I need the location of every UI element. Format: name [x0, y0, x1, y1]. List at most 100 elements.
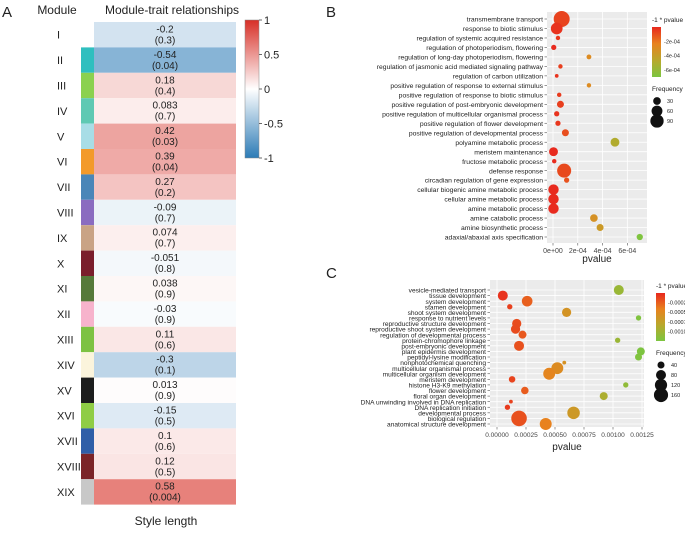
p-value: (0.004)	[149, 493, 181, 504]
module-label: III	[57, 81, 66, 93]
colorbar	[244, 19, 260, 159]
data-point	[636, 347, 645, 356]
p-value: (0.04)	[152, 163, 178, 174]
data-point	[586, 54, 592, 60]
module-label: XVII	[57, 436, 78, 448]
module-column-header: Module	[37, 3, 77, 17]
go-term-label: cellular biogenic amine metabolic proces…	[417, 187, 543, 194]
p-value: (0.5)	[155, 417, 176, 428]
go-term-label: flower development	[429, 388, 486, 395]
go-term-label: adaxial/abaxial axis specification	[445, 235, 543, 242]
module-color-swatch	[81, 250, 94, 276]
module-color-swatch	[81, 199, 94, 226]
p-value: (0.7)	[155, 239, 176, 250]
data-point	[514, 340, 525, 351]
colorbar-tick-label: 0	[264, 84, 270, 96]
data-point	[567, 406, 580, 420]
p-value: (0.8)	[155, 264, 176, 275]
module-label: XVIII	[57, 462, 81, 474]
size-legend-dot	[651, 105, 663, 117]
go-term-label: multicellular organismal process	[392, 366, 487, 373]
size-legend-dot	[653, 97, 661, 105]
data-point	[562, 360, 567, 365]
data-point	[549, 147, 558, 157]
data-point	[550, 22, 563, 35]
correlation-value: 0.58	[155, 482, 175, 493]
go-term-label: positive regulation of multicellular org…	[382, 111, 544, 118]
data-point	[511, 410, 527, 427]
size-legend-title: Frequency	[656, 350, 685, 357]
size-legend-label: 40	[671, 363, 677, 369]
plot-c-background	[490, 280, 644, 427]
heatmap-title: Module-trait relationships	[105, 3, 239, 17]
data-point	[634, 353, 643, 361]
module-label: XIX	[57, 487, 75, 499]
data-point	[539, 418, 552, 430]
size-legend-label: 30	[667, 99, 673, 105]
p-value: (0.6)	[155, 340, 176, 351]
p-value: (0.03)	[152, 137, 178, 148]
x-tick-label: 0.00075	[572, 432, 596, 439]
data-point	[548, 184, 559, 195]
go-term-label: amine metabolic process	[468, 206, 544, 213]
module-color-swatch	[81, 98, 94, 124]
data-point	[596, 224, 604, 232]
heatmap-cell	[94, 453, 236, 480]
module-label: I	[57, 30, 60, 42]
plot-b-background	[547, 12, 647, 243]
heatmap-cell	[94, 174, 236, 200]
module-label: XI	[57, 284, 67, 296]
data-point	[556, 92, 562, 98]
p-value: (0.04)	[152, 61, 178, 72]
size-legend-title: Frequency	[652, 86, 683, 93]
data-point	[543, 367, 556, 380]
data-point	[556, 100, 564, 108]
go-term-label: positive regulation of response to bioti…	[399, 92, 544, 99]
color-legend-tick-label: -0.00050	[668, 310, 685, 316]
go-term-label: fructose metabolic process	[462, 159, 543, 166]
color-legend-tick-label: -4e-04	[664, 54, 680, 60]
size-legend-label: 60	[667, 109, 673, 115]
correlation-value: 0.39	[155, 152, 175, 163]
go-term-label: regulation of carbon utilization	[453, 73, 544, 80]
heatmap-cell	[94, 403, 236, 429]
module-color-swatch	[81, 174, 94, 200]
module-color-swatch	[81, 428, 94, 454]
go-term-label: stamen development	[425, 304, 486, 311]
data-point	[554, 111, 560, 117]
data-point	[623, 382, 629, 388]
x-tick-label: 2e-04	[569, 248, 587, 255]
x-tick-label: 0e+00	[543, 248, 563, 255]
go-term-label: polyamine metabolic process	[455, 140, 543, 147]
correlation-value: -0.09	[154, 202, 177, 213]
go-term-label: DNA unwinding involved in DNA replicatio…	[361, 399, 487, 406]
go-term-label: regulation of long-day photoperiodism, f…	[398, 55, 543, 62]
heatmap-cell	[94, 479, 236, 505]
module-color-swatch	[81, 149, 94, 175]
module-color-swatch	[81, 377, 94, 403]
module-label: XV	[57, 385, 72, 397]
correlation-value: -0.3	[156, 355, 174, 366]
color-legend-bar	[652, 27, 661, 77]
p-value: (0.9)	[155, 315, 176, 326]
module-label: XIII	[57, 335, 74, 347]
heatmap-cell	[94, 250, 236, 276]
data-point	[554, 74, 559, 78]
go-term-label: protein-chromophore linkage	[402, 338, 486, 345]
correlation-value: -0.051	[151, 253, 180, 264]
data-point	[555, 120, 561, 126]
correlation-value: 0.038	[152, 279, 177, 290]
data-point	[614, 337, 621, 343]
data-point	[586, 83, 592, 88]
go-term-label: multicellular organism development	[383, 371, 487, 378]
color-legend-tick-label: -0.00025	[668, 301, 685, 307]
p-value: (0.9)	[155, 290, 176, 301]
data-point	[510, 324, 521, 334]
module-label: XII	[57, 309, 70, 321]
data-point	[613, 285, 624, 295]
data-point	[508, 376, 516, 383]
go-term-label: regulation of systemic acquired resistan…	[416, 36, 543, 43]
p-value: (0.7)	[155, 112, 176, 123]
data-point	[497, 290, 508, 301]
data-point	[555, 35, 561, 41]
